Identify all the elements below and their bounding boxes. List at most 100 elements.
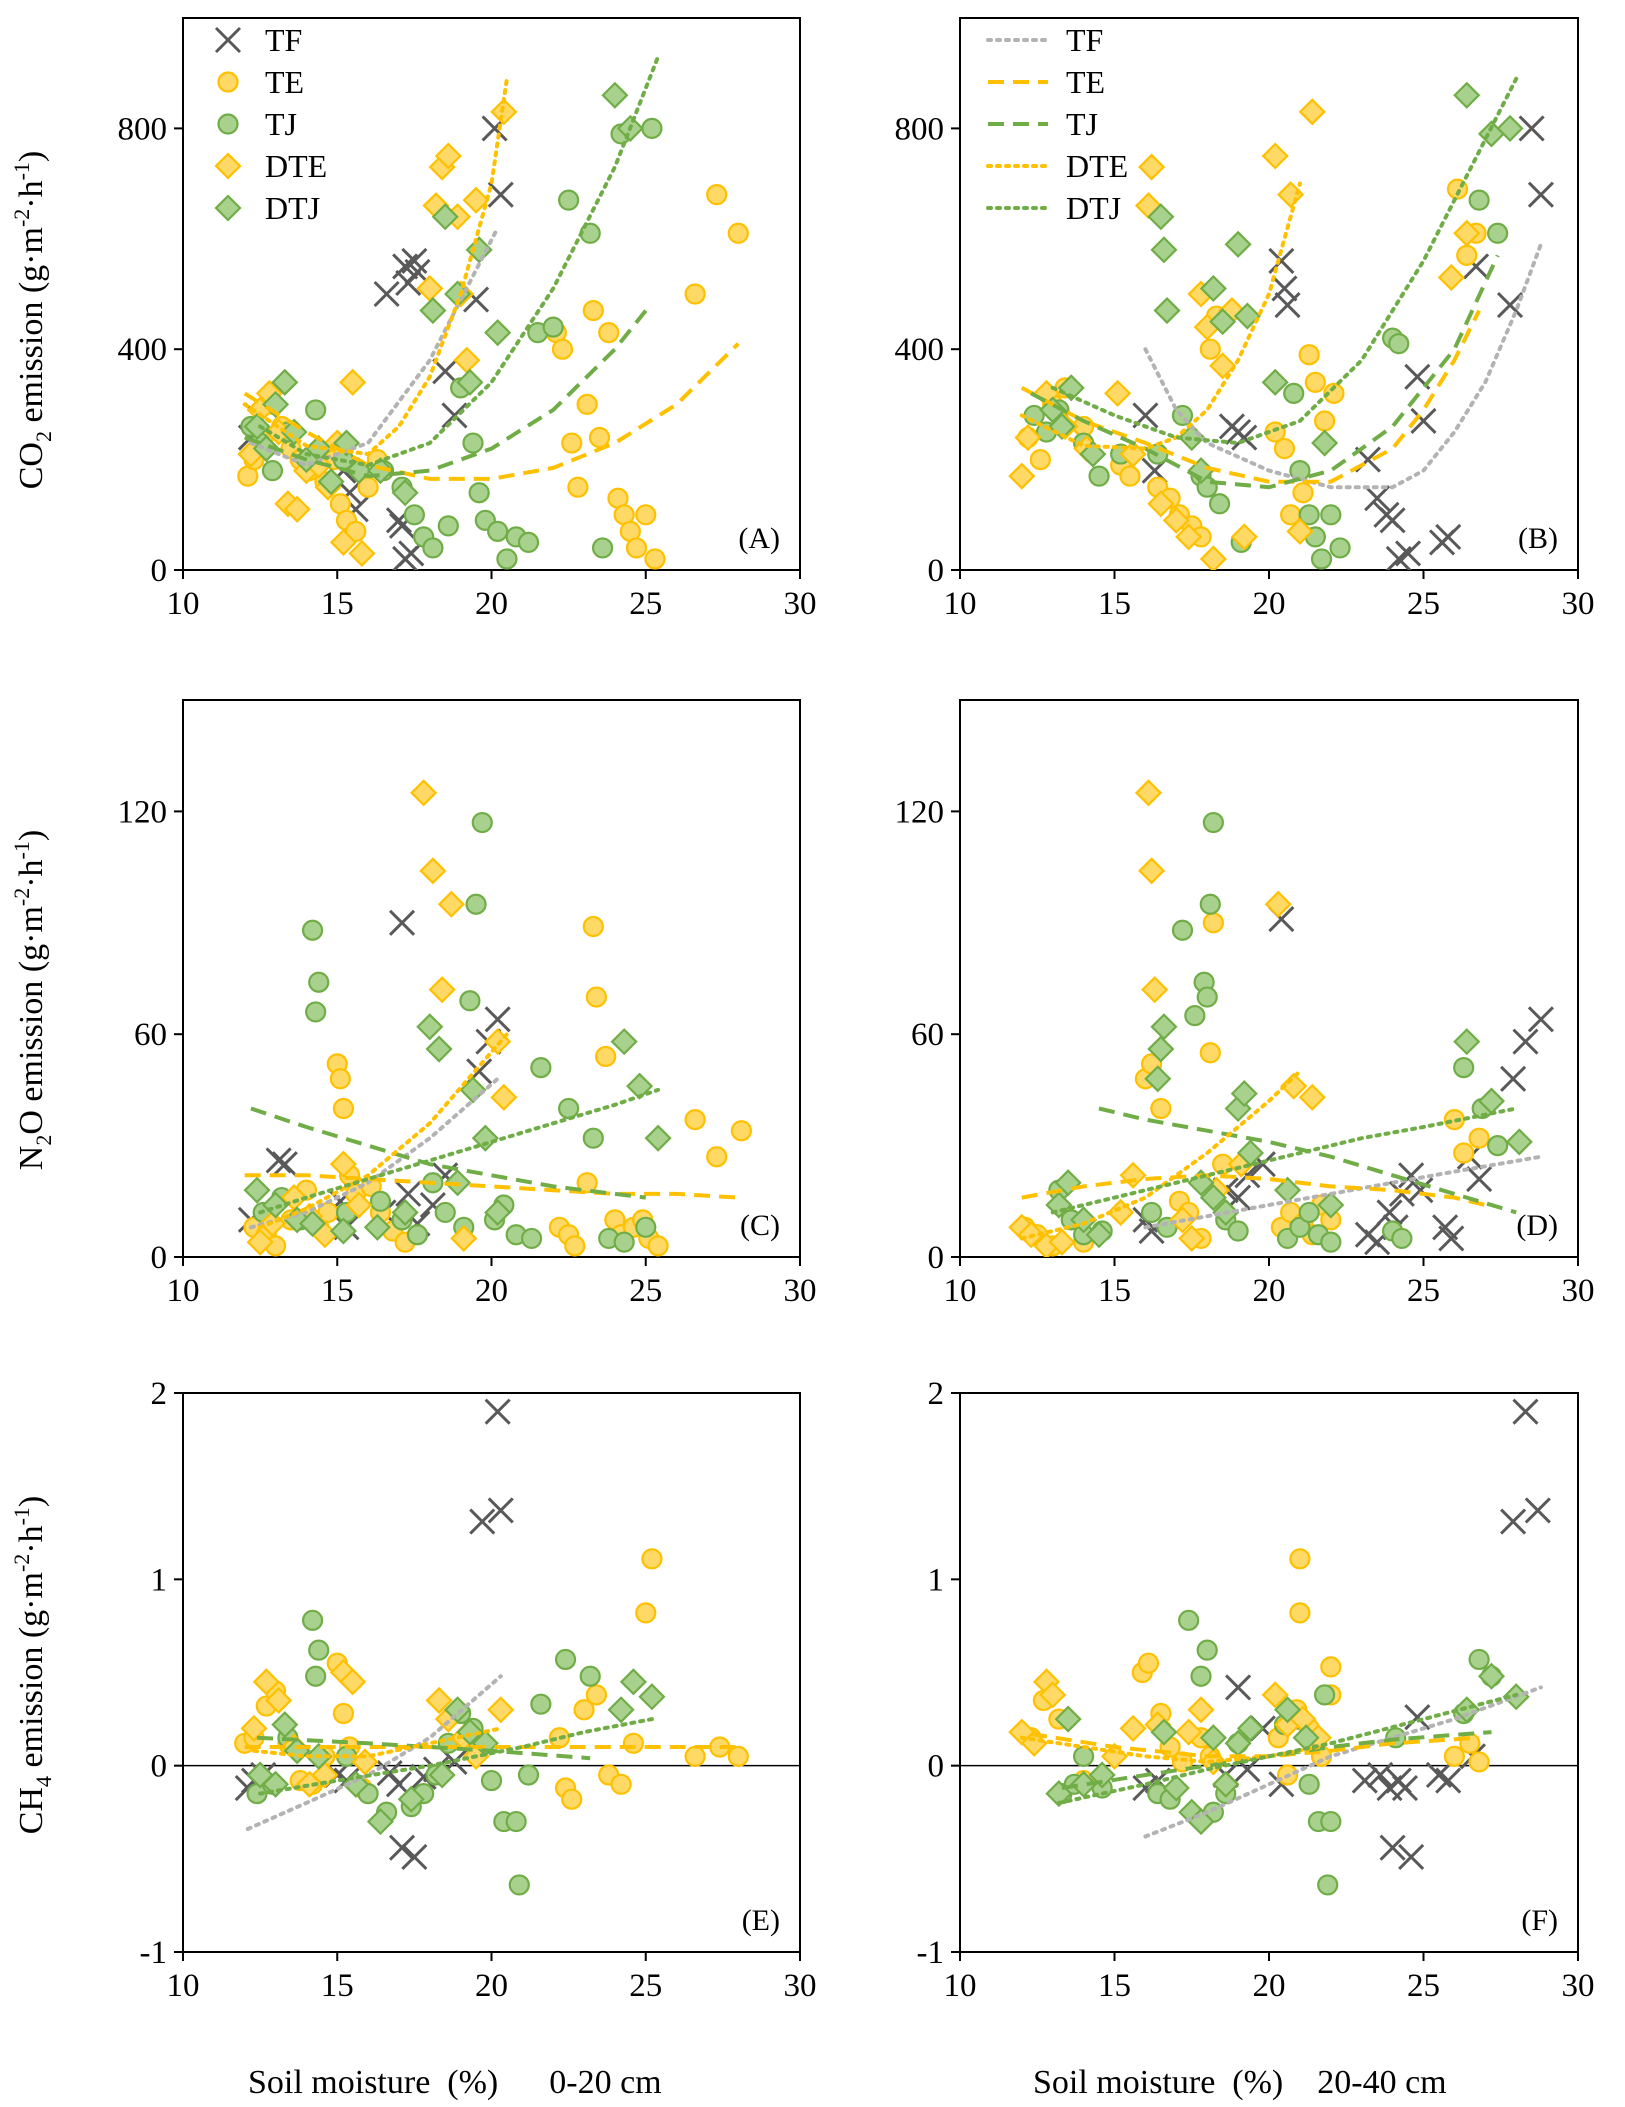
legend-marker-dtj <box>214 194 242 222</box>
point-dte <box>1209 352 1237 380</box>
point-dte <box>416 274 444 303</box>
point-dte <box>246 1228 274 1256</box>
point-tj <box>1310 548 1333 570</box>
ylabel-ch4: CH4 emission (g·m-2·h-1) <box>9 1496 56 1835</box>
point-tf <box>469 1508 496 1535</box>
trendline-dtj <box>258 54 661 468</box>
point-tf <box>1274 291 1301 319</box>
point-tj <box>437 515 459 537</box>
y-tick-label: 0 <box>151 1240 168 1276</box>
legend-marker-tf <box>214 26 242 54</box>
legend-marker-te <box>217 71 239 93</box>
point-tf <box>1435 523 1462 550</box>
y-tick-label: 0 <box>928 1749 945 1785</box>
series-te <box>1020 1548 1490 1792</box>
point-dte <box>339 368 367 396</box>
point-tj <box>305 1665 327 1687</box>
point-dte <box>348 539 376 567</box>
point-dtj <box>1453 81 1481 109</box>
point-dte <box>1175 1718 1203 1746</box>
point-dtj <box>456 1718 484 1746</box>
point-dtj <box>607 1696 635 1724</box>
point-te <box>1298 344 1320 366</box>
point-te <box>1468 1751 1490 1773</box>
point-tf <box>1407 1177 1434 1204</box>
point-tj <box>1196 1639 1218 1661</box>
legend-label: TE <box>265 64 304 100</box>
point-tj <box>1468 189 1490 211</box>
series-dte <box>1008 98 1481 570</box>
trendline-dte <box>258 1032 509 1230</box>
y-tick-label: 0 <box>151 1749 168 1785</box>
series-tj <box>240 117 663 570</box>
point-tf <box>265 1147 292 1174</box>
point-te <box>706 184 728 206</box>
point-tj <box>1388 333 1410 355</box>
point-tf <box>1518 115 1545 142</box>
point-tf <box>388 1834 416 1861</box>
point-dtj <box>1224 230 1252 258</box>
legend-item-dte: DTE <box>986 148 1128 184</box>
point-tj <box>301 1609 324 1631</box>
point-dte <box>1298 98 1326 126</box>
point-dte <box>265 1686 293 1715</box>
point-tf <box>1496 291 1524 319</box>
point-te <box>706 1146 728 1168</box>
point-te <box>1150 1097 1172 1120</box>
point-tj <box>459 990 481 1012</box>
panel-d: 10 15 20 25 30 0 60 120 (D) <box>895 699 1595 1309</box>
legend-marker-dte <box>214 152 242 180</box>
x-tick-label: 15 <box>1098 1273 1131 1309</box>
point-dte <box>1280 1072 1308 1100</box>
x-tick-label: 30 <box>784 1968 817 2004</box>
point-dte <box>1014 423 1042 452</box>
point-te <box>647 1235 669 1257</box>
point-tj <box>1199 893 1221 915</box>
point-tj <box>1208 493 1231 515</box>
panel-e: 10 15 20 25 30 -1 0 1 2 (E) <box>140 1376 817 2004</box>
y-tick-label: 0 <box>928 553 945 589</box>
y-tick-label: 60 <box>911 1017 944 1053</box>
point-tj <box>1196 986 1218 1008</box>
point-tf <box>1410 407 1437 435</box>
point-te <box>684 1109 706 1131</box>
x-tick-label: 20 <box>475 586 508 622</box>
trendline-tj <box>244 309 648 479</box>
y-tick-label: 0 <box>928 1240 945 1276</box>
point-tj <box>1298 1201 1320 1224</box>
y-tick-label: 400 <box>118 332 168 368</box>
plot-marks <box>1008 1398 1551 1896</box>
point-tj <box>530 1057 552 1079</box>
point-tf <box>487 181 514 208</box>
x-tick-label: 10 <box>167 1273 200 1309</box>
xlabel-left: Soil moisture (%) 0-20 cm <box>248 2064 662 2101</box>
point-dte <box>434 142 462 170</box>
x-tick-label: 15 <box>1098 586 1131 622</box>
point-tj <box>641 117 663 139</box>
x-tick-label: 10 <box>944 1273 977 1309</box>
point-dtj <box>1273 1696 1302 1724</box>
point-tj <box>635 1216 657 1238</box>
trendline-tf <box>1143 1685 1543 1839</box>
point-tj <box>613 1231 635 1253</box>
plot-marks <box>1008 779 1554 1257</box>
point-dtj <box>243 1176 271 1204</box>
point-te <box>329 1068 351 1090</box>
x-tick-label: 20 <box>475 1273 508 1309</box>
point-tj <box>1320 504 1342 526</box>
point-dtj <box>1233 302 1261 330</box>
point-te <box>1443 1745 1466 1767</box>
point-dte <box>1138 857 1166 885</box>
point-tj <box>1088 465 1110 487</box>
series-dtj <box>1045 1662 1530 1836</box>
point-dtj <box>391 1198 419 1226</box>
point-dte <box>1039 1681 1067 1709</box>
plot-marks <box>234 1398 749 1896</box>
point-tj <box>1227 1220 1249 1242</box>
point-dte <box>1286 517 1314 545</box>
legend-label: TF <box>265 22 302 58</box>
point-dtj <box>271 368 299 396</box>
point-dtj <box>1496 114 1524 142</box>
point-tj <box>1298 504 1320 526</box>
